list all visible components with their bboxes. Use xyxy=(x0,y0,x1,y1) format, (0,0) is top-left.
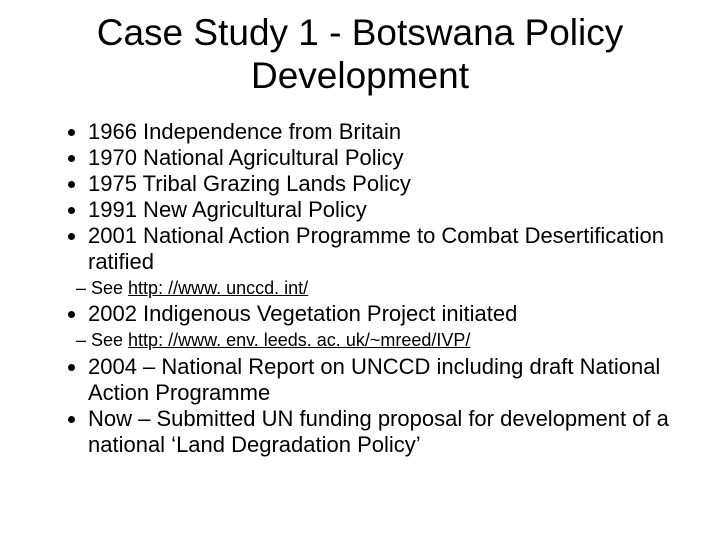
sub-list: See http: //www. unccd. int/ xyxy=(40,277,680,300)
bullet-list: 1966 Independence from Britain 1970 Nati… xyxy=(40,119,680,275)
unccd-link[interactable]: http: //www. unccd. int/ xyxy=(128,278,308,298)
sub-list-item: See http: //www. unccd. int/ xyxy=(76,277,680,300)
list-item: 2002 Indigenous Vegetation Project initi… xyxy=(88,301,680,327)
list-item: Now – Submitted UN funding proposal for … xyxy=(88,406,680,458)
list-item: 1975 Tribal Grazing Lands Policy xyxy=(88,171,680,197)
list-item: 2001 National Action Programme to Combat… xyxy=(88,223,680,275)
sub-list: See http: //www. env. leeds. ac. uk/~mre… xyxy=(40,329,680,352)
sub-prefix: See xyxy=(91,278,128,298)
slide-title: Case Study 1 - Botswana Policy Developme… xyxy=(40,12,680,97)
bullet-list: 2002 Indigenous Vegetation Project initi… xyxy=(40,301,680,327)
list-item: 2004 – National Report on UNCCD includin… xyxy=(88,354,680,406)
ivp-link[interactable]: http: //www. env. leeds. ac. uk/~mreed/I… xyxy=(128,330,470,350)
list-item: 1966 Independence from Britain xyxy=(88,119,680,145)
sub-prefix: See xyxy=(91,330,128,350)
list-item: 1970 National Agricultural Policy xyxy=(88,145,680,171)
sub-list-item: See http: //www. env. leeds. ac. uk/~mre… xyxy=(76,329,680,352)
slide: Case Study 1 - Botswana Policy Developme… xyxy=(0,0,720,540)
list-item: 1991 New Agricultural Policy xyxy=(88,197,680,223)
bullet-list: 2004 – National Report on UNCCD includin… xyxy=(40,354,680,458)
